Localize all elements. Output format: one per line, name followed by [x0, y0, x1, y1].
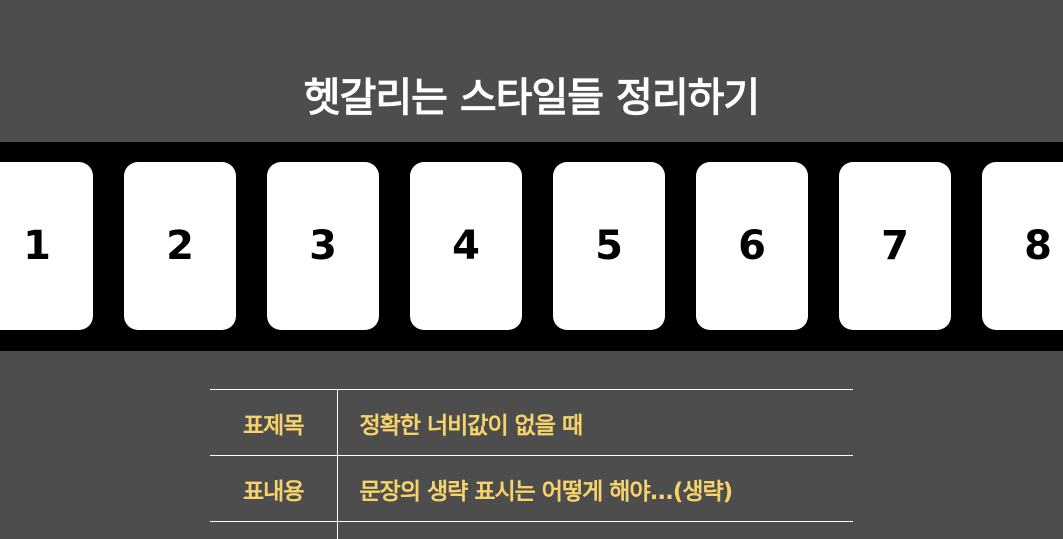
table-row: 표내용 문장의 생략 표시는 어떻게 해야...(생략): [210, 455, 853, 522]
card-8: 8: [982, 162, 1063, 330]
card-2: 2: [124, 162, 236, 330]
row-label: 표제목: [210, 389, 338, 456]
card-5: 5: [553, 162, 665, 330]
table-row: 표제목 정확한 너비값이 없을 때: [210, 389, 853, 456]
card-6: 6: [696, 162, 808, 330]
info-table: 표제목 정확한 너비값이 없을 때 표내용 문장의 생략 표시는 어떻게 해야.…: [210, 389, 853, 539]
card-4: 4: [410, 162, 522, 330]
row-label: 표내용: [210, 455, 338, 522]
table-row: [210, 521, 853, 539]
card-strip: 1 2 3 4 5 6 7 8: [0, 142, 1063, 351]
row-label: [210, 521, 338, 539]
page-title: 헷갈리는 스타일들 정리하기: [303, 75, 760, 121]
row-value: 문장의 생략 표시는 어떻게 해야...(생략): [337, 455, 853, 522]
card-7: 7: [839, 162, 951, 330]
card-1: 1: [0, 162, 93, 330]
card-3: 3: [267, 162, 379, 330]
row-value: [337, 521, 853, 539]
row-value: 정확한 너비값이 없을 때: [337, 389, 853, 456]
